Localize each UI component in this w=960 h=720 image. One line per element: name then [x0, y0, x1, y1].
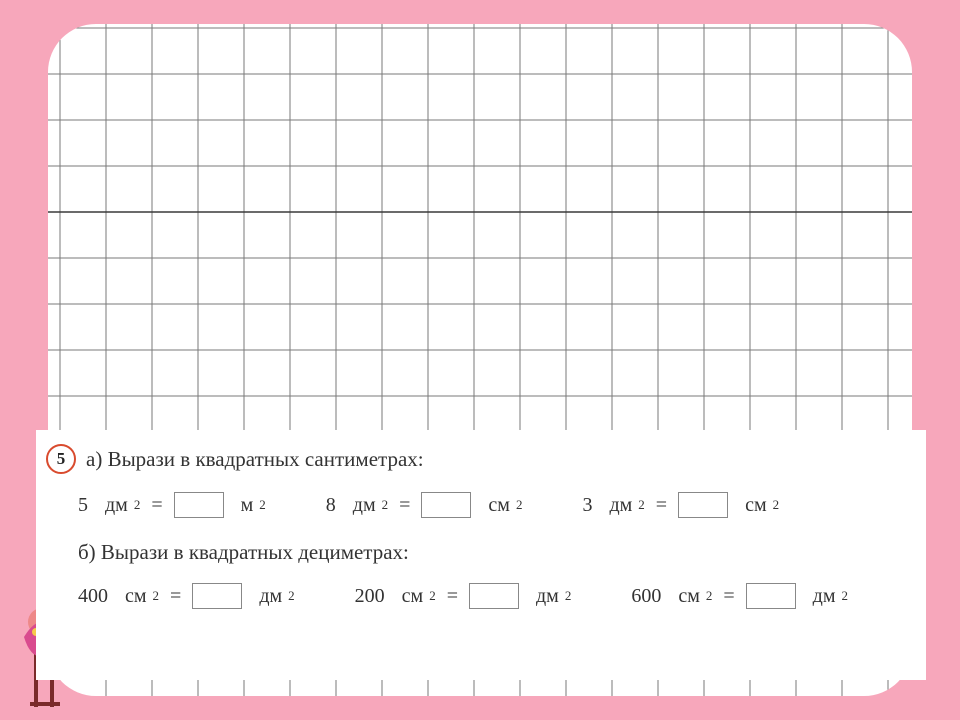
part-b-row: 400 см2 = дм2 200 см2 = дм2 600 см2 = дм… — [78, 583, 916, 609]
problem-panel: 5 а) Вырази в квадратных сантиметрах: 5 … — [36, 430, 926, 680]
rhs-unit: дм — [813, 585, 836, 608]
lhs-unit: см — [678, 585, 700, 608]
lhs-value: 200 — [355, 585, 385, 608]
problem-number-badge: 5 — [46, 444, 76, 474]
answer-box[interactable] — [469, 583, 519, 609]
part-a-header: 5 а) Вырази в квадратных сантиметрах: — [46, 444, 916, 474]
lhs-value: 5 — [78, 494, 88, 517]
conversion-item: 400 см2 = дм2 — [78, 583, 295, 609]
answer-box[interactable] — [678, 492, 728, 518]
rhs-unit: см — [745, 494, 767, 517]
answer-box[interactable] — [174, 492, 224, 518]
conversion-item: 3 дм2 = см2 — [582, 492, 779, 518]
problem-number: 5 — [57, 449, 66, 469]
part-a-row: 5 дм2 = м2 8 дм2 = см2 3 дм2 = см2 — [78, 492, 916, 518]
rhs-unit: дм — [259, 585, 282, 608]
lhs-unit: дм — [105, 494, 128, 517]
lhs-unit: дм — [609, 494, 632, 517]
lhs-unit: дм — [353, 494, 376, 517]
conversion-item: 8 дм2 = см2 — [326, 492, 523, 518]
answer-box[interactable] — [746, 583, 796, 609]
lhs-unit: см — [402, 585, 424, 608]
conversion-item: 5 дм2 = м2 — [78, 492, 266, 518]
part-a-prompt: а) Вырази в квадратных сантиметрах: — [86, 447, 424, 472]
rhs-unit: м — [241, 494, 254, 517]
answer-box[interactable] — [192, 583, 242, 609]
lhs-value: 3 — [582, 494, 592, 517]
conversion-item: 200 см2 = дм2 — [355, 583, 572, 609]
conversion-item: 600 см2 = дм2 — [631, 583, 848, 609]
lhs-value: 600 — [631, 585, 661, 608]
lhs-value: 8 — [326, 494, 336, 517]
rhs-unit: дм — [536, 585, 559, 608]
answer-box[interactable] — [421, 492, 471, 518]
part-b-prompt: б) Вырази в квадратных дециметрах: — [78, 540, 916, 565]
lhs-value: 400 — [78, 585, 108, 608]
rhs-unit: см — [488, 494, 510, 517]
lhs-unit: см — [125, 585, 147, 608]
